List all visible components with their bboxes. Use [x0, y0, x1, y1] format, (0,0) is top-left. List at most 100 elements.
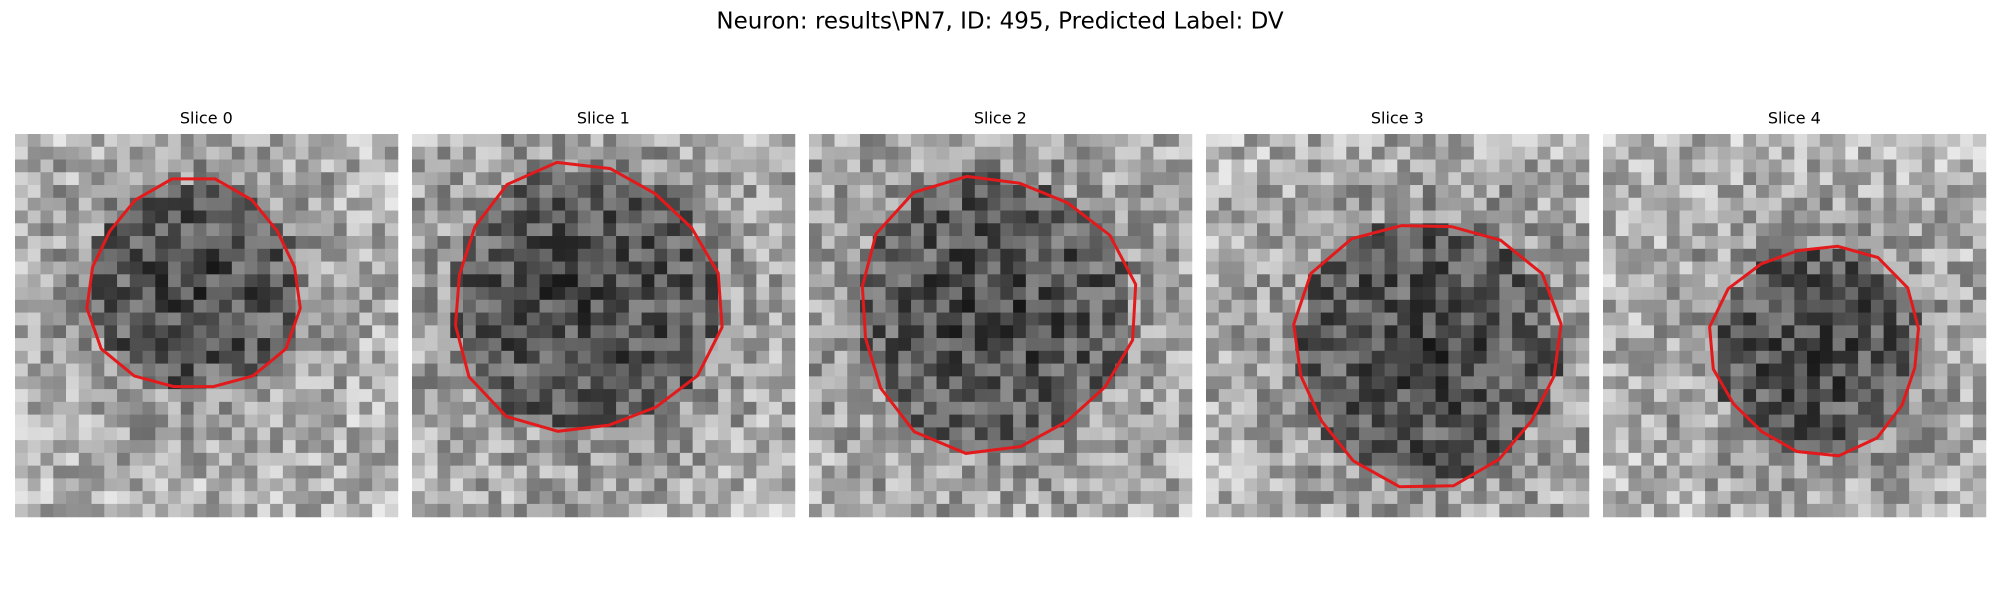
pixel [1435, 427, 1449, 441]
pixel [1038, 363, 1052, 377]
pixel [206, 287, 220, 301]
pixel [372, 401, 386, 416]
pixel [1178, 350, 1193, 365]
pixel [1947, 134, 1961, 148]
pixel [1819, 376, 1834, 390]
pixel [1257, 503, 1271, 518]
pixel [1422, 274, 1437, 288]
pixel [78, 414, 93, 428]
pixel [488, 210, 502, 224]
pixel [244, 248, 258, 263]
pixel [27, 134, 42, 148]
pixel [1563, 248, 1577, 263]
pixel [91, 491, 105, 505]
pixel [1231, 325, 1245, 339]
pixel [282, 478, 297, 492]
pixel [1909, 197, 1923, 212]
pixel [1127, 350, 1142, 365]
pixel [730, 427, 745, 441]
pixel [1615, 312, 1630, 326]
pixel [1064, 146, 1078, 161]
pixel [15, 503, 29, 518]
pixel [142, 338, 156, 352]
pixel [781, 287, 796, 301]
pixel [847, 414, 861, 428]
pixel [1422, 389, 1437, 403]
pixel [270, 376, 284, 390]
pixel [1346, 389, 1360, 403]
pixel [1025, 363, 1040, 377]
pixel [488, 491, 502, 505]
pixel [1320, 274, 1335, 288]
pixel [590, 363, 604, 377]
pixel [1448, 503, 1462, 518]
pixel [155, 197, 169, 212]
pixel [129, 350, 144, 365]
pixel [1486, 440, 1500, 454]
pixel [1666, 236, 1681, 250]
pixel [244, 274, 258, 288]
pixel [1575, 401, 1590, 416]
pixel [129, 185, 144, 199]
pixel [577, 236, 592, 250]
pixel [692, 325, 706, 339]
pixel [1743, 401, 1757, 416]
pixel [1384, 299, 1398, 314]
pixel [577, 401, 592, 416]
pixel [1756, 363, 1770, 377]
pixel [679, 236, 694, 250]
pixel [936, 146, 950, 161]
pixel [27, 299, 42, 314]
pixel [1206, 210, 1220, 224]
pixel [1140, 389, 1154, 403]
pixel [1140, 299, 1154, 314]
pixel [412, 312, 426, 326]
pixel [860, 312, 874, 326]
pixel [1206, 465, 1220, 479]
pixel [155, 338, 169, 352]
pixel [1102, 210, 1116, 224]
pixel [450, 389, 464, 403]
pixel [834, 146, 848, 161]
pixel [1743, 159, 1757, 173]
pixel [756, 338, 770, 352]
pixel [1832, 376, 1846, 390]
pixel [117, 414, 131, 428]
pixel [1025, 159, 1040, 173]
pixel [577, 299, 592, 314]
pixel [1269, 427, 1284, 441]
pixel [1397, 414, 1411, 428]
pixel [475, 223, 490, 237]
pixel [1692, 274, 1706, 288]
pixel [539, 185, 553, 199]
pixel [923, 299, 938, 314]
pixel [142, 491, 156, 505]
pixel [1282, 223, 1296, 237]
pixel [1960, 427, 1974, 441]
pixel [412, 146, 426, 161]
pixel [1448, 287, 1462, 301]
pixel [1730, 287, 1744, 301]
pixel [53, 312, 67, 326]
pixel [705, 159, 719, 173]
pixel [1076, 287, 1091, 301]
pixel [1257, 248, 1271, 263]
pixel [987, 401, 1001, 416]
pixel [847, 427, 861, 441]
pixel [1781, 427, 1795, 441]
pixel [552, 401, 566, 416]
pixel [1896, 440, 1910, 454]
pixel [1115, 274, 1129, 288]
pixel [282, 134, 297, 148]
pixel [1909, 248, 1923, 263]
pixel [1435, 452, 1449, 467]
pixel [1397, 312, 1411, 326]
pixel [834, 338, 848, 352]
pixel [1666, 440, 1681, 454]
pixel [155, 427, 169, 441]
pixel [412, 465, 426, 479]
pixel [1832, 491, 1846, 505]
pixel [1448, 299, 1462, 314]
pixel [66, 491, 80, 505]
